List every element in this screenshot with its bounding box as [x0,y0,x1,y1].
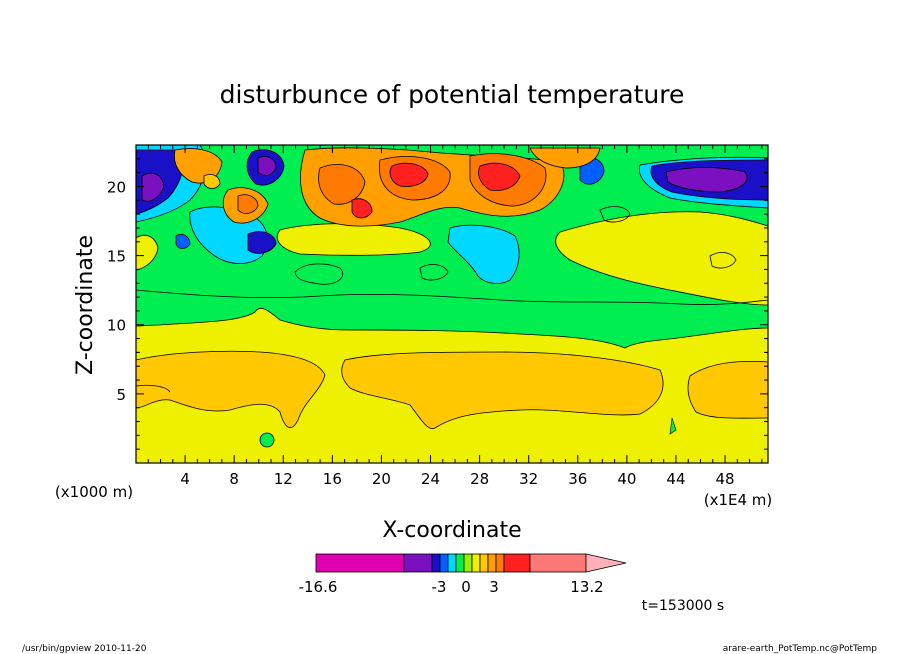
colorbar-max-label: 13.2 [570,578,603,596]
field-orange-band-mid [341,351,664,430]
field-purple-topleft [141,172,165,202]
colorbar-min-label: -16.6 [299,578,338,596]
y-axis-label: Z-coordinate [73,235,98,375]
field-red-core-d [351,198,373,219]
plot-frame [135,144,769,464]
field-orange-band-left [136,350,326,428]
field-orange-core-h [203,174,221,189]
field-purple-right [665,167,748,193]
colorbar-segment [431,553,441,573]
field-blue-mid4 [175,234,191,249]
field-red-core-c [478,162,521,191]
colorbar-segment [439,553,449,573]
field-orange-band-right [687,360,768,419]
x-tick-label: 48 [716,470,735,488]
x-tick-label: 12 [274,470,293,488]
field-green-spike [669,417,677,435]
x-axis-label: X-coordinate [382,518,521,543]
field-green-blob [259,432,275,448]
colorbar-segment [487,553,497,573]
x-tick-label: 44 [666,470,685,488]
y-unit-label: (x1000 m) [55,483,133,501]
field-purple-mid1 [257,156,277,176]
field-yellow-pocket-left [136,234,159,271]
chart-title: disturbunce of potential temperature [220,80,685,109]
field-blue-mid2 [247,231,277,254]
contour-lines [136,206,768,393]
contour-field [136,145,768,463]
field-cyan-center [447,224,520,284]
field-orange-core-g [529,147,601,169]
footer-right: arare-earth_PotTemp.nc@PotTemp [723,644,878,654]
colorbar-tick-label-2: 0 [461,578,471,596]
time-label: t=153000 s [642,598,724,614]
colorbar-segment [529,553,587,573]
x-tick-label: 4 [180,470,190,488]
footer-left: /usr/bin/gpview 2010-11-20 [22,644,147,654]
x-tick-label: 8 [229,470,239,488]
colorbar-segment [479,553,489,573]
y-tick-label: 5 [116,386,126,404]
colorbar-segment [447,553,457,573]
x-tick-label: 32 [519,470,538,488]
x-tick-label: 36 [568,470,587,488]
colorbar-segment [315,553,405,573]
x-tick-label: 40 [617,470,636,488]
x-tick-label: 20 [372,470,391,488]
colorbar-tick-label-3: 3 [489,578,499,596]
x-tick-label: 16 [323,470,342,488]
colorbar-segment [495,553,505,573]
x-unit-label: (x1E4 m) [704,491,773,509]
colorbar-tick-label-1: -3 [432,578,447,596]
colorbar-segment [471,553,481,573]
colorbar-segment [503,553,531,573]
field-red-core-b [389,162,429,187]
colorbar-segment [463,553,473,573]
field-red-core-f [237,194,259,214]
y-tick-label: 20 [107,178,126,196]
colorbar-arrow [585,553,627,573]
x-tick-label: 28 [470,470,489,488]
colorbar [315,553,627,573]
colorbar-segment [403,553,433,573]
x-tick-label: 24 [421,470,440,488]
colorbar-segment [455,553,465,573]
y-tick-label: 15 [107,248,126,266]
y-tick-label: 10 [107,317,126,335]
